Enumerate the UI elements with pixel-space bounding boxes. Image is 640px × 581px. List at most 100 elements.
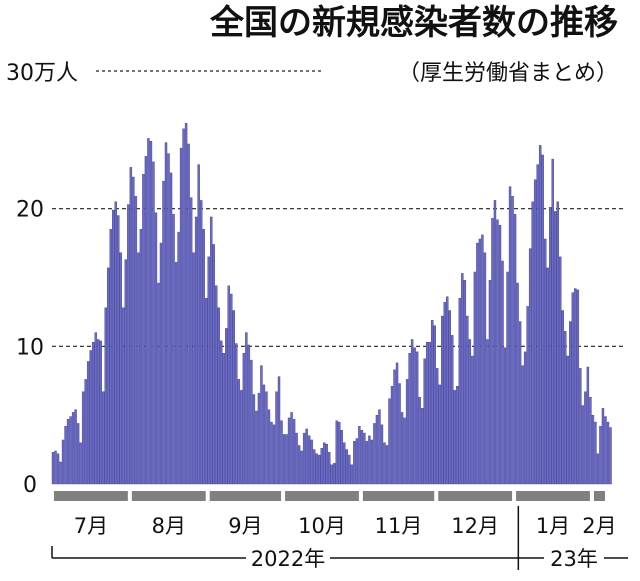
- bar: [511, 196, 514, 485]
- bar: [333, 463, 336, 485]
- month-label: 12月: [451, 514, 499, 538]
- bar: [571, 292, 575, 485]
- bar: [159, 242, 163, 485]
- bar: [576, 289, 580, 485]
- bar: [310, 439, 313, 485]
- bar: [516, 282, 519, 485]
- month-label: 9月: [228, 514, 262, 538]
- bar: [91, 342, 95, 485]
- bar: [604, 416, 607, 485]
- bar: [320, 448, 323, 485]
- bar: [292, 419, 296, 485]
- bar: [307, 435, 311, 485]
- bar: [124, 259, 128, 485]
- bar: [531, 201, 534, 485]
- bar: [152, 161, 155, 485]
- bar: [147, 138, 150, 485]
- bar: [496, 219, 499, 485]
- bar: [204, 297, 208, 485]
- bar: [199, 200, 203, 485]
- month-label: 7月: [74, 514, 108, 538]
- bar: [94, 332, 97, 485]
- bar: [287, 417, 291, 485]
- bar: [222, 353, 225, 485]
- bar: [282, 434, 286, 485]
- bar: [260, 365, 263, 485]
- bar: [144, 156, 148, 485]
- bar: [436, 368, 439, 485]
- bar: [220, 340, 223, 485]
- bar: [210, 216, 213, 485]
- bar: [117, 215, 120, 485]
- bar: [61, 439, 65, 485]
- bar: [59, 461, 62, 485]
- month-axis: 7月 8月 9月 10月 11月 12月 1月 2月: [54, 491, 617, 538]
- bar: [330, 464, 333, 485]
- bar: [526, 306, 529, 485]
- bar: [169, 172, 173, 485]
- bar: [456, 386, 459, 485]
- bar: [420, 408, 424, 485]
- bar: [506, 271, 509, 485]
- bar: [182, 128, 185, 485]
- bar: [119, 252, 123, 485]
- bar: [538, 145, 542, 485]
- bar: [325, 443, 328, 485]
- bar: [493, 200, 497, 485]
- bar: [400, 412, 404, 485]
- bar: [599, 425, 602, 485]
- month-bar: [285, 491, 359, 501]
- bar: [486, 339, 489, 485]
- bar: [476, 242, 479, 485]
- bar: [79, 442, 82, 485]
- bar: [478, 238, 482, 485]
- bar: [566, 355, 570, 485]
- month-label: 2月: [582, 514, 616, 538]
- month-bar: [593, 491, 605, 501]
- bar: [227, 285, 230, 485]
- bar: [463, 280, 467, 485]
- bar: [76, 423, 80, 485]
- month-label: 8月: [152, 514, 186, 538]
- bar: [74, 409, 77, 485]
- bar: [262, 384, 266, 485]
- bar: [197, 164, 200, 485]
- bar: [559, 256, 562, 485]
- bar: [418, 397, 421, 485]
- bar: [433, 325, 436, 485]
- bar: [601, 408, 605, 485]
- bar: [561, 310, 564, 485]
- bar: [242, 353, 246, 485]
- bar: [275, 391, 278, 485]
- bar: [335, 420, 338, 485]
- bar: [554, 211, 557, 485]
- bar: [425, 342, 429, 485]
- bar: [89, 350, 92, 485]
- bar: [498, 224, 502, 485]
- bar: [574, 288, 577, 485]
- bar: [122, 307, 125, 485]
- chart-source: （厚生労働省まとめ）: [398, 61, 618, 86]
- bar: [56, 453, 60, 485]
- bar: [112, 209, 115, 485]
- bar: [312, 449, 316, 485]
- bar: [64, 425, 67, 485]
- bar: [69, 416, 72, 485]
- bar: [353, 441, 356, 485]
- bar: [355, 438, 359, 485]
- bar: [267, 409, 271, 485]
- bar: [385, 445, 389, 485]
- bar: [232, 310, 236, 485]
- bar: [358, 425, 361, 485]
- bar: [280, 420, 283, 485]
- bar: [443, 302, 446, 485]
- bar: [104, 307, 107, 485]
- bar: [96, 339, 100, 485]
- bar: [466, 315, 469, 485]
- bar: [546, 267, 549, 485]
- bar: [305, 428, 308, 485]
- bar: [589, 397, 592, 485]
- bars: [51, 123, 612, 485]
- bar: [51, 452, 55, 485]
- month-bar: [209, 491, 282, 501]
